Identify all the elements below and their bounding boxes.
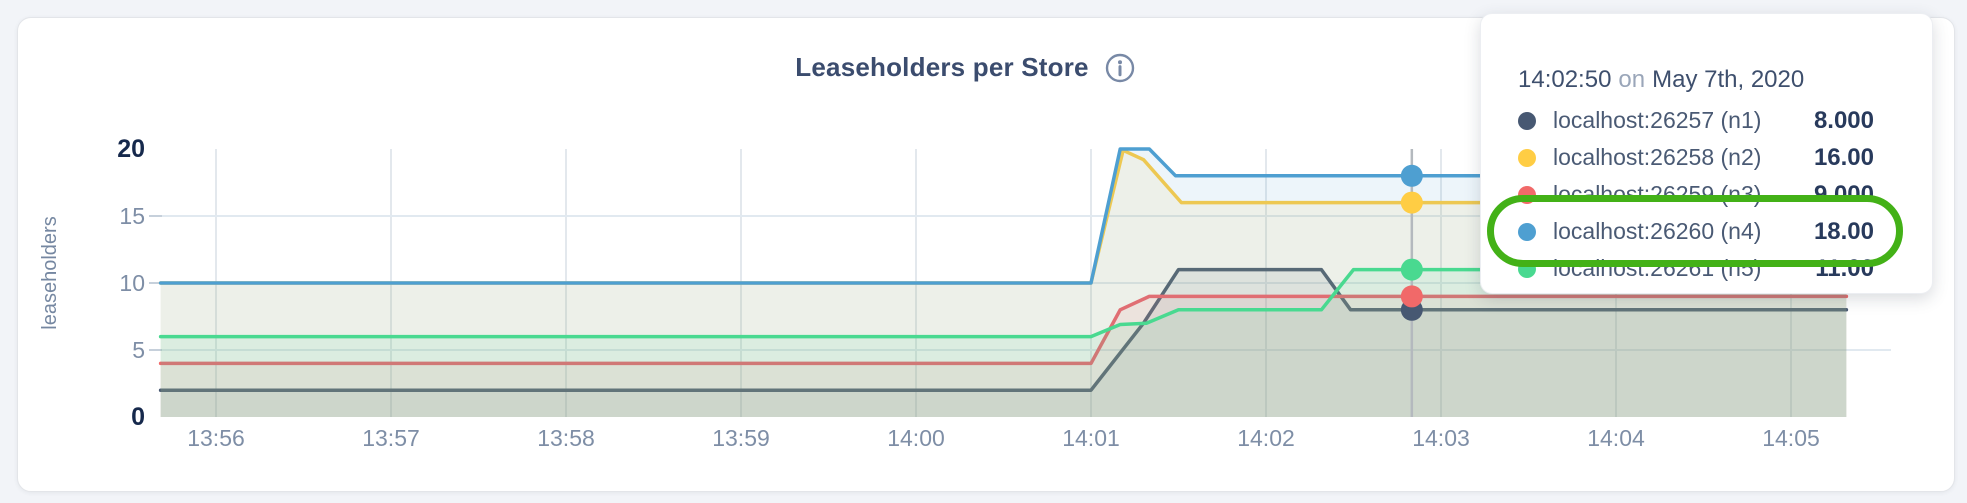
tooltip-date: May 7th, 2020 xyxy=(1652,66,1805,93)
hover-dot-n5 xyxy=(1400,258,1423,281)
x-tick-label: 13:56 xyxy=(187,425,245,451)
x-tick-label: 13:57 xyxy=(362,425,420,451)
chart-title: Leaseholders per Store xyxy=(795,52,1089,82)
legend-row-n2: localhost:26258 (n2) 16.00 xyxy=(1518,139,1874,176)
tooltip-timestamp: 14:02:50 on May 7th, 2020 xyxy=(1518,66,1804,94)
legend-value-n2: 16.00 xyxy=(1813,143,1874,171)
x-tick-label: 14:02 xyxy=(1237,425,1295,451)
x-tick-label: 13:59 xyxy=(712,425,770,451)
tooltip-time: 14:02:50 xyxy=(1518,66,1612,93)
annotation-ellipse xyxy=(1487,195,1903,267)
series-area-n1 xyxy=(160,269,1847,417)
series-line-n3 xyxy=(158,294,1849,366)
legend-label-n3: localhost:26259 (n3) xyxy=(1553,181,1762,207)
legend-label-n5: localhost:26261 (n5) xyxy=(1553,255,1762,281)
y-axis-label: leaseholders xyxy=(39,216,61,330)
y-tick-label: 10 xyxy=(119,270,145,296)
x-tick-label: 14:05 xyxy=(1762,425,1820,451)
hover-dot-n2 xyxy=(1400,191,1423,214)
legend-label-n1: localhost:26257 (n1) xyxy=(1553,107,1762,133)
legend-label-n2: localhost:26258 (n2) xyxy=(1553,144,1762,170)
x-tick-label: 14:01 xyxy=(1062,425,1120,451)
series-line-n1 xyxy=(158,267,1849,392)
y-tick-label: 5 xyxy=(132,337,145,363)
legend-value-n1: 8.000 xyxy=(1813,106,1874,134)
legend-label-n4: localhost:26260 (n4) xyxy=(1553,218,1762,244)
x-tick-label: 13:58 xyxy=(537,425,595,451)
hover-dot-n4 xyxy=(1400,164,1423,187)
series-area-n3 xyxy=(160,296,1847,417)
series-line-n4 xyxy=(158,147,1849,285)
tooltip-on-word: on xyxy=(1618,66,1646,93)
info-icon[interactable] xyxy=(1105,53,1135,83)
series-area-n5 xyxy=(160,269,1847,417)
legend-row-n1: localhost:26257 (n1) 8.000 xyxy=(1518,102,1874,139)
x-tick-label: 14:03 xyxy=(1412,425,1470,451)
y-tick-label: 20 xyxy=(117,135,145,163)
x-tick-label: 14:00 xyxy=(887,425,945,451)
chart-title-row: Leaseholders per Store xyxy=(0,52,1930,83)
hover-dot-n3 xyxy=(1400,285,1423,308)
legend-dot-n2-icon xyxy=(1518,148,1536,167)
y-tick-label: 15 xyxy=(119,203,145,229)
y-tick-label: 0 xyxy=(131,403,145,431)
series-line-n5 xyxy=(158,267,1849,339)
x-tick-label: 14:04 xyxy=(1587,425,1645,451)
legend-dot-n1-icon xyxy=(1518,111,1536,130)
